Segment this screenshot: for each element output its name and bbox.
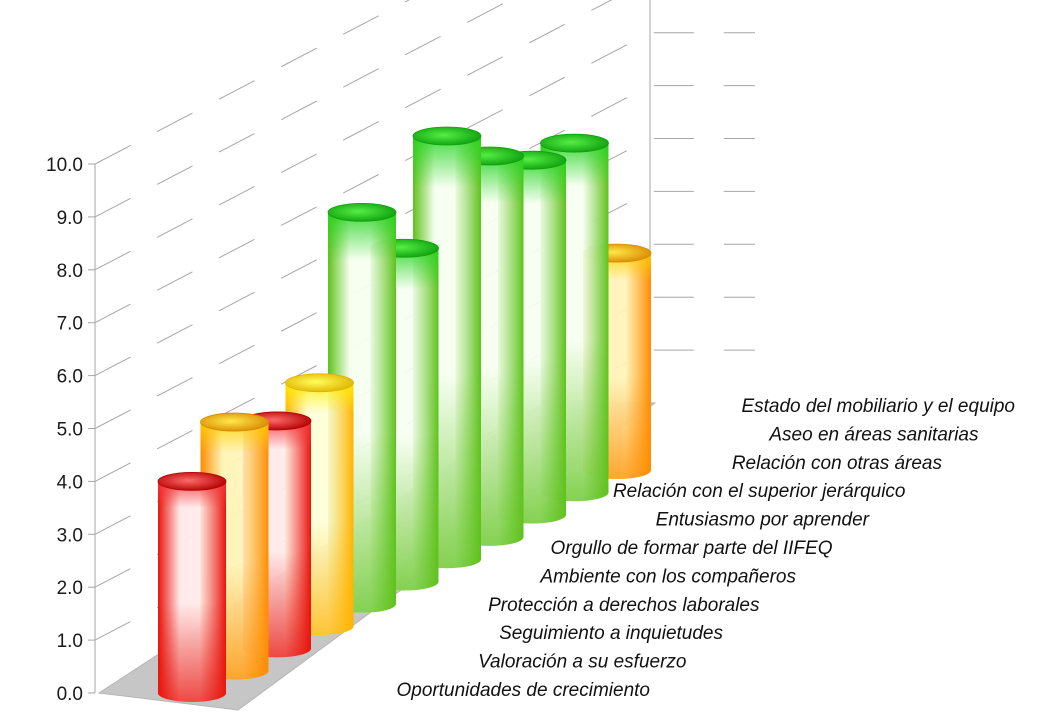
category-label: Relación con otras áreas (732, 453, 943, 474)
bar-cap (327, 202, 397, 222)
y-tick-label: 4.0 (57, 472, 83, 493)
y-tick-label: 5.0 (57, 420, 83, 441)
bar-cap (285, 373, 354, 393)
y-tick-label: 9.0 (57, 208, 83, 229)
bars (157, 126, 652, 702)
category-axis: Oportunidades de crecimiento Valoración a… (397, 396, 1015, 701)
y-axis: 0.0 1.0 2.0 3.0 4.0 5.0 6.0 7.0 8.0 9.0 10.0 (46, 155, 95, 705)
y-tick-label: 0.0 (57, 684, 83, 705)
bar-cap (412, 126, 482, 146)
bar-cap (200, 412, 269, 432)
category-label: Orgullo de formar parte del IIFEQ (551, 538, 833, 559)
bar-cap (540, 133, 609, 153)
y-tick-label: 3.0 (57, 525, 83, 546)
category-label: Protección a derechos laborales (488, 595, 760, 616)
bar-shading (158, 481, 226, 702)
y-tick-label: 6.0 (57, 367, 83, 388)
category-label: Aseo en áreas sanitarias (768, 424, 979, 445)
y-tick-label: 10.0 (46, 155, 83, 176)
y-tick-label: 2.0 (57, 578, 83, 599)
bar (157, 471, 227, 702)
category-label: Relación con el superior jerárquico (613, 481, 906, 502)
category-label: Ambiente con los compañeros (539, 566, 796, 587)
y-tick-label: 7.0 (57, 314, 83, 335)
category-label: Valoración a su esfuerzo (478, 652, 686, 673)
category-label: Estado del mobiliario y el equipo (741, 396, 1015, 417)
y-tick-label: 8.0 (57, 261, 83, 282)
category-label: Oportunidades de crecimiento (397, 680, 650, 701)
category-label: Entusiasmo por aprender (656, 510, 870, 531)
category-label: Seguimiento a inquietudes (499, 623, 723, 644)
bar-cap (157, 471, 227, 491)
y-tick-label: 1.0 (57, 631, 83, 652)
